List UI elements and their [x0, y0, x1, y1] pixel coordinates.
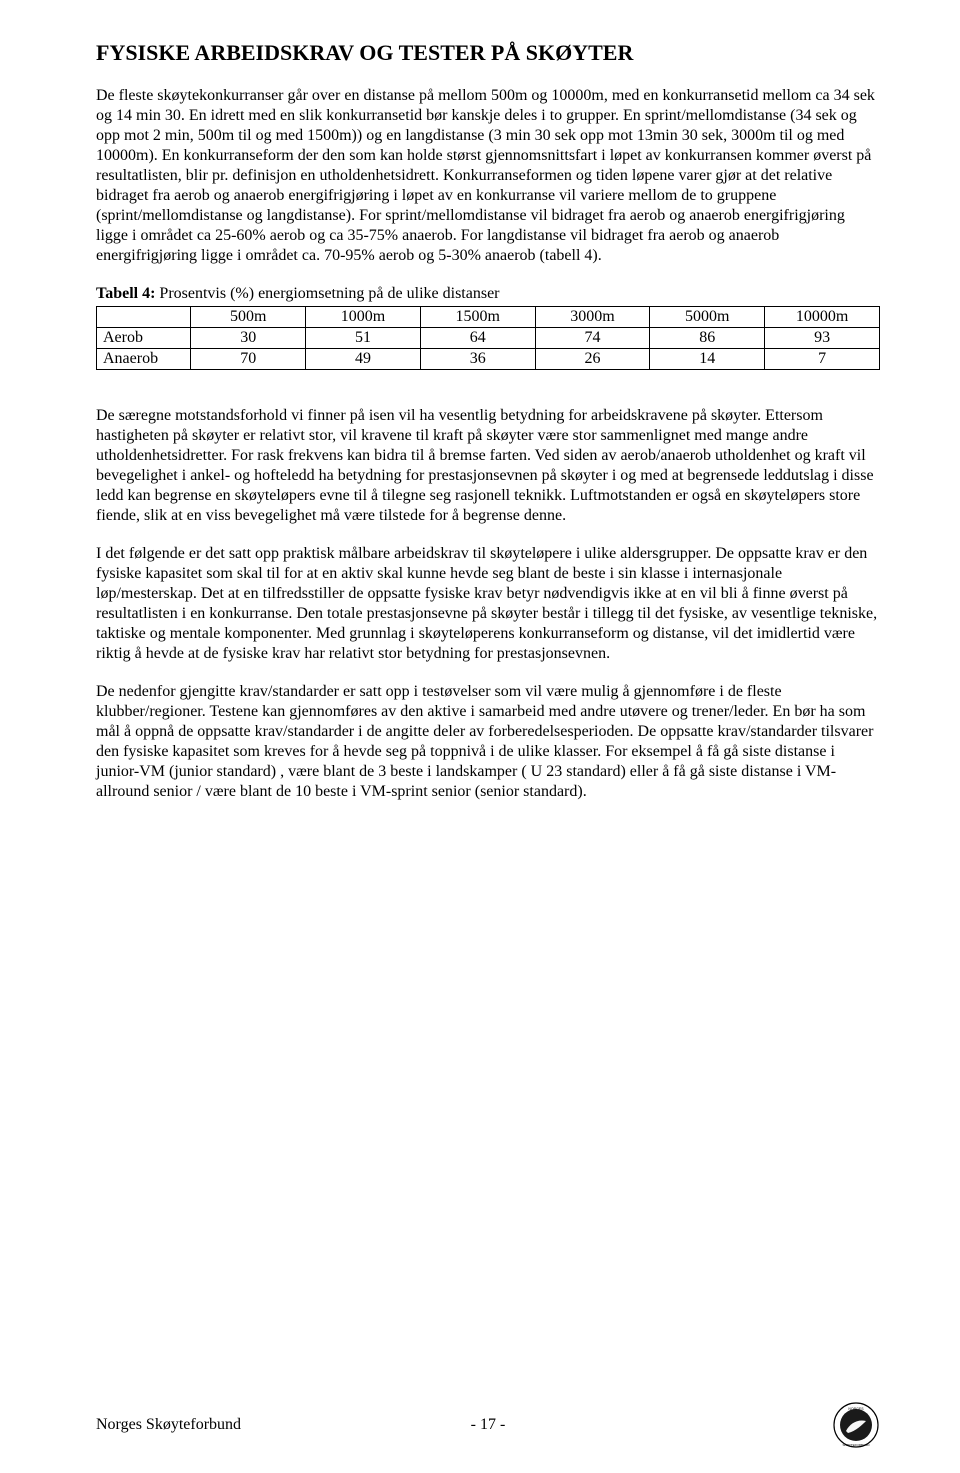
table-cell: 93	[765, 328, 880, 349]
table-header-cell: 1000m	[306, 307, 421, 328]
table-row: Aerob 30 51 64 74 86 93	[97, 328, 880, 349]
table-header-row: 500m 1000m 1500m 3000m 5000m 10000m	[97, 307, 880, 328]
page-title: FYSISKE ARBEIDSKRAV OG TESTER PÅ SKØYTER	[96, 40, 880, 66]
table-cell: 26	[535, 349, 650, 370]
table-cell: 49	[306, 349, 421, 370]
footer-page-number: - 17 -	[471, 1416, 506, 1434]
paragraph-resistance: De særegne motstandsforhold vi finner på…	[96, 406, 880, 526]
table-caption-rest: Prosentvis (%) energiomsetning på de uli…	[155, 285, 499, 302]
table-header-cell: 1500m	[420, 307, 535, 328]
table-cell: 86	[650, 328, 765, 349]
table-cell: 36	[420, 349, 535, 370]
table-row-label: Aerob	[97, 328, 191, 349]
energy-table: 500m 1000m 1500m 3000m 5000m 10000m Aero…	[96, 306, 880, 370]
table-cell: 51	[306, 328, 421, 349]
page-footer: Norges Skøyteforbund - 17 - NORGES SKØYT…	[96, 1401, 880, 1449]
table-header-cell: 500m	[191, 307, 306, 328]
table-row: Anaerob 70 49 36 26 14 7	[97, 349, 880, 370]
paragraph-intro: De fleste skøytekonkurranser går over en…	[96, 86, 880, 266]
table-caption: Tabell 4: Prosentvis (%) energiomsetning…	[96, 284, 880, 304]
paragraph-standards: De nedenfor gjengitte krav/standarder er…	[96, 682, 880, 802]
table-row-label: Anaerob	[97, 349, 191, 370]
table-header-cell: 3000m	[535, 307, 650, 328]
table-cell: 7	[765, 349, 880, 370]
paragraph-requirements: I det følgende er det satt opp praktisk …	[96, 544, 880, 664]
table-cell: 14	[650, 349, 765, 370]
document-page: FYSISKE ARBEIDSKRAV OG TESTER PÅ SKØYTER…	[0, 0, 960, 1473]
table-caption-bold: Tabell 4:	[96, 285, 155, 302]
svg-text:NORGES: NORGES	[848, 1407, 864, 1411]
table-cell: 70	[191, 349, 306, 370]
footer-logo: NORGES SKØYTEFORBUND	[832, 1401, 880, 1449]
table-header-cell: 5000m	[650, 307, 765, 328]
table-cell: 64	[420, 328, 535, 349]
table-header-cell: 10000m	[765, 307, 880, 328]
table-header-cell	[97, 307, 191, 328]
svg-text:SKØYTEFORBUND: SKØYTEFORBUND	[842, 1443, 870, 1447]
spacer	[96, 398, 880, 406]
table-cell: 74	[535, 328, 650, 349]
table-cell: 30	[191, 328, 306, 349]
footer-org: Norges Skøyteforbund	[96, 1416, 241, 1434]
federation-logo-icon: NORGES SKØYTEFORBUND	[832, 1401, 880, 1449]
